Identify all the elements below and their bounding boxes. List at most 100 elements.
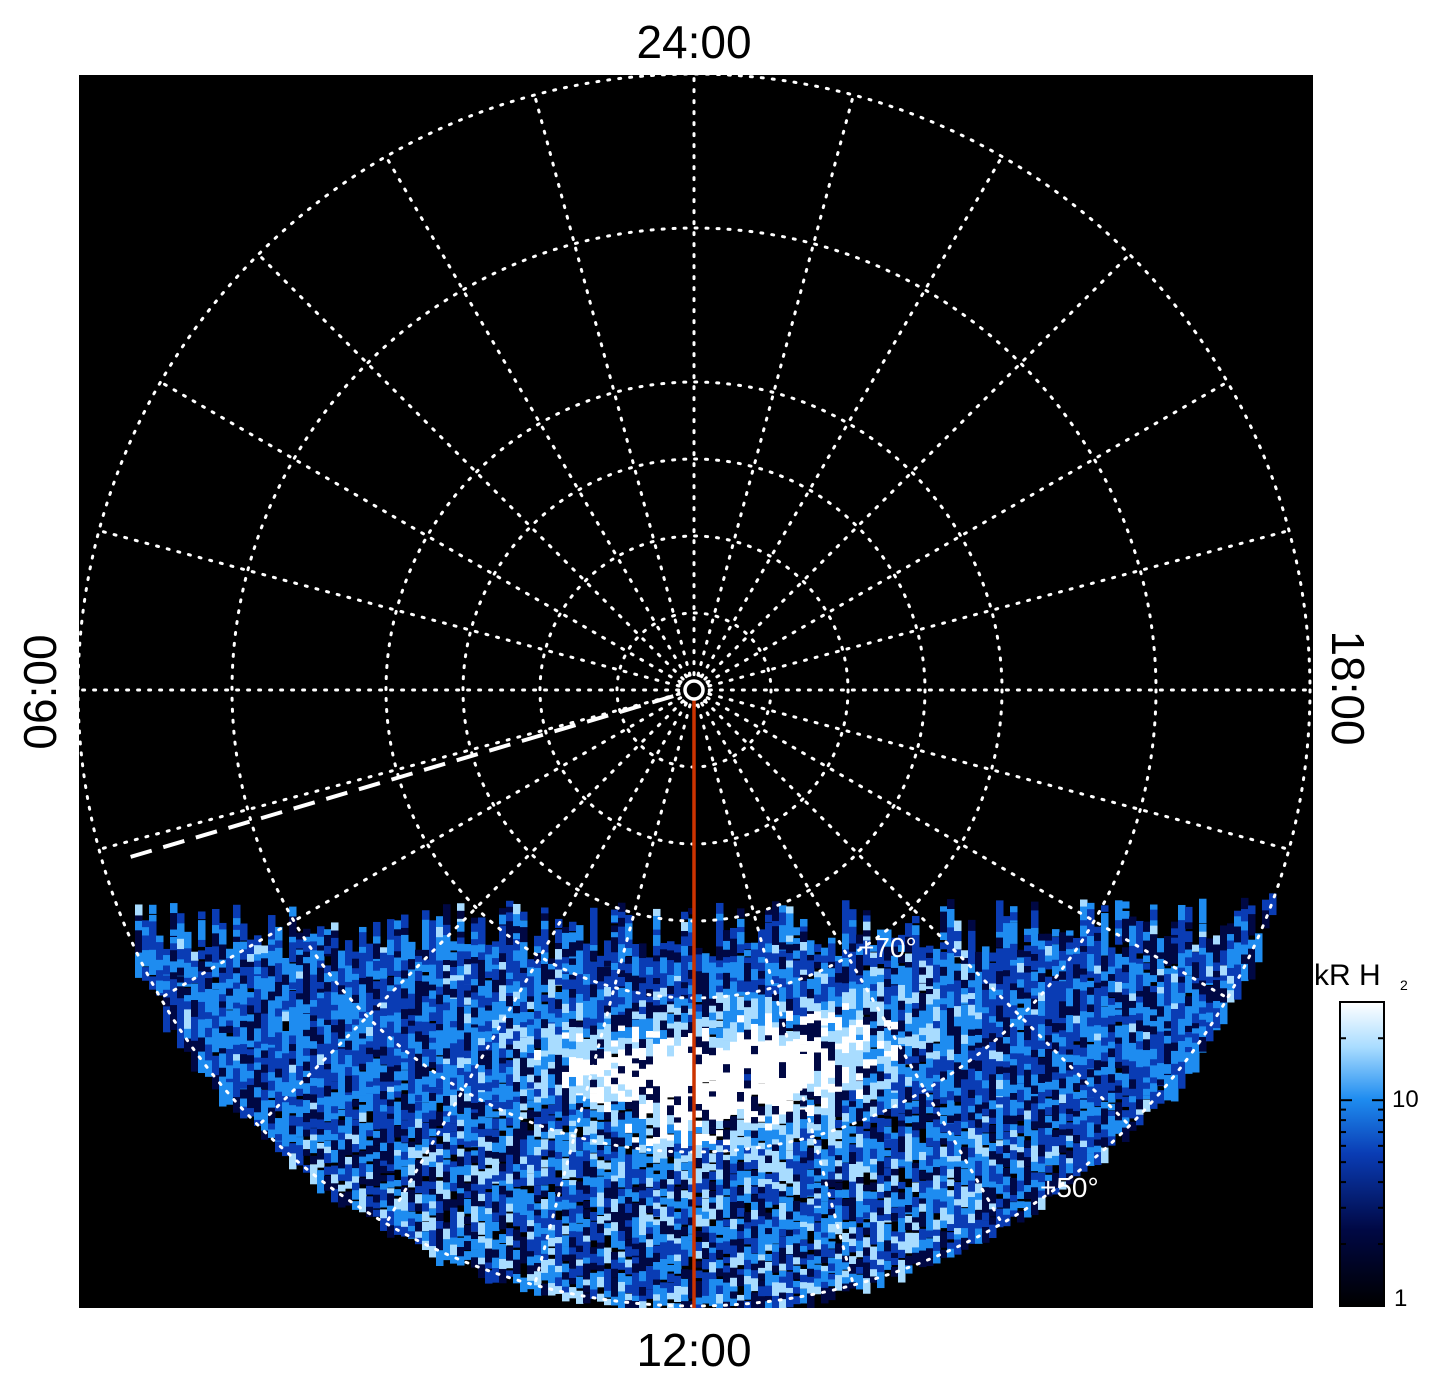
emission-cell bbox=[457, 1138, 465, 1145]
emission-cell bbox=[772, 1226, 780, 1243]
emission-cell bbox=[457, 1099, 465, 1111]
emission-cell bbox=[926, 1058, 934, 1072]
emission-cell bbox=[296, 1154, 304, 1166]
emission-cell bbox=[1059, 1023, 1067, 1038]
emission-cell bbox=[268, 1123, 276, 1130]
emission-cell bbox=[310, 1006, 318, 1019]
emission-cell bbox=[1024, 981, 1032, 993]
emission-cell bbox=[331, 1092, 339, 1107]
emission-cell bbox=[961, 1063, 969, 1070]
emission-cell bbox=[989, 971, 997, 979]
emission-cell bbox=[730, 1083, 738, 1091]
emission-cell bbox=[541, 984, 549, 993]
emission-cell bbox=[1066, 1128, 1074, 1139]
emission-cell bbox=[800, 996, 808, 1017]
emission-cell bbox=[233, 1068, 241, 1087]
emission-cell bbox=[870, 1132, 878, 1141]
emission-cell bbox=[800, 1068, 808, 1087]
emission-cell bbox=[541, 1199, 549, 1215]
emission-cell bbox=[408, 1180, 416, 1188]
emission-cell bbox=[1073, 1158, 1081, 1167]
emission-cell bbox=[1066, 954, 1074, 972]
emission-cell bbox=[506, 1173, 514, 1190]
emission-cell bbox=[478, 1137, 486, 1150]
emission-cell bbox=[555, 1259, 563, 1269]
emission-cell bbox=[555, 1265, 563, 1276]
emission-cell bbox=[842, 992, 850, 1009]
emission-cell bbox=[842, 1213, 850, 1220]
emission-cell bbox=[926, 1211, 934, 1226]
emission-cell bbox=[450, 1144, 458, 1155]
emission-cell bbox=[1073, 1134, 1081, 1143]
emission-cell bbox=[856, 1108, 864, 1122]
emission-cell bbox=[723, 1241, 731, 1254]
emission-cell bbox=[422, 1156, 430, 1168]
emission-cell bbox=[1003, 1096, 1011, 1108]
emission-cell bbox=[982, 1116, 990, 1129]
emission-cell bbox=[310, 991, 318, 1009]
emission-cell bbox=[268, 939, 276, 964]
emission-cell bbox=[954, 1187, 962, 1196]
emission-cell bbox=[142, 950, 150, 967]
emission-cell bbox=[1017, 1173, 1025, 1183]
emission-cell bbox=[485, 1253, 493, 1263]
emission-cell bbox=[275, 1008, 283, 1023]
emission-cell bbox=[716, 1285, 724, 1295]
emission-cell bbox=[702, 1004, 710, 1012]
emission-cell bbox=[814, 1028, 822, 1040]
emission-cell bbox=[373, 1209, 381, 1217]
emission-cell bbox=[506, 1136, 514, 1151]
emission-cell bbox=[352, 1144, 360, 1153]
emission-cell bbox=[562, 1003, 570, 1014]
emission-cell bbox=[772, 976, 780, 984]
emission-cell bbox=[373, 1187, 381, 1202]
emission-cell bbox=[786, 1244, 794, 1255]
emission-cell bbox=[919, 1142, 927, 1158]
emission-cell bbox=[338, 1184, 346, 1192]
emission-cell bbox=[688, 1199, 696, 1207]
emission-cell bbox=[835, 1030, 843, 1045]
emission-cell bbox=[387, 1164, 395, 1171]
emission-cell bbox=[1073, 1023, 1081, 1035]
emission-cell bbox=[849, 1227, 857, 1236]
emission-cell bbox=[1038, 1092, 1046, 1107]
emission-cell bbox=[639, 1137, 647, 1145]
emission-cell bbox=[625, 1123, 633, 1133]
emission-cell bbox=[877, 1251, 885, 1263]
emission-cell bbox=[863, 1111, 871, 1123]
emission-cell bbox=[268, 1100, 276, 1113]
emission-cell bbox=[723, 1188, 731, 1196]
emission-cell bbox=[856, 1210, 864, 1222]
emission-cell bbox=[905, 1140, 913, 1154]
emission-cell bbox=[485, 1117, 493, 1130]
emission-cell bbox=[954, 1234, 962, 1245]
emission-cell bbox=[716, 1070, 724, 1081]
emission-cell bbox=[898, 1037, 906, 1045]
emission-cell bbox=[639, 1019, 647, 1037]
emission-cell bbox=[625, 1212, 633, 1221]
emission-cell bbox=[331, 1189, 339, 1203]
emission-cell bbox=[1003, 916, 1011, 930]
emission-cell bbox=[296, 1055, 304, 1069]
emission-cell bbox=[569, 1114, 577, 1125]
emission-cell bbox=[1059, 1181, 1067, 1190]
emission-cell bbox=[723, 1145, 731, 1152]
emission-cell bbox=[408, 999, 416, 1010]
emission-cell bbox=[744, 1237, 752, 1245]
emission-cell bbox=[653, 1245, 661, 1260]
emission-cell bbox=[506, 996, 514, 1010]
emission-cell bbox=[814, 1208, 822, 1215]
emission-cell bbox=[898, 1259, 906, 1275]
emission-cell bbox=[534, 1089, 542, 1100]
emission-cell bbox=[296, 1065, 304, 1076]
emission-cell bbox=[800, 1239, 808, 1248]
emission-cell bbox=[506, 985, 514, 993]
emission-cell bbox=[296, 1126, 304, 1137]
emission-cell bbox=[401, 1101, 409, 1113]
emission-cell bbox=[772, 1114, 780, 1127]
emission-cell bbox=[723, 1180, 731, 1190]
emission-cell bbox=[373, 970, 381, 980]
emission-cell bbox=[786, 1263, 794, 1271]
emission-cell bbox=[401, 1159, 409, 1167]
emission-cell bbox=[625, 1101, 633, 1110]
